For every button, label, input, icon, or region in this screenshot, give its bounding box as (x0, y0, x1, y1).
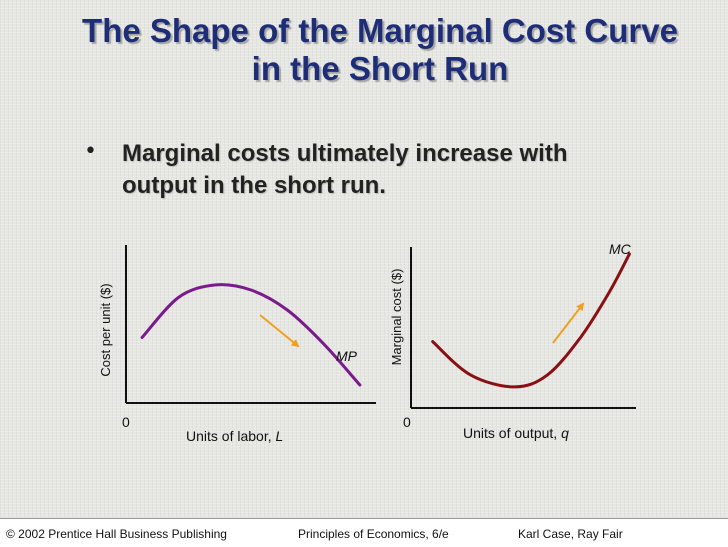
mc-origin-label: 0 (403, 414, 411, 430)
mc-series-label: MC (609, 241, 632, 257)
bullet-text: Marginal costs ultimately increase with … (122, 138, 642, 202)
slide-title: The Shape of the Marginal Cost Curve in … (60, 12, 700, 88)
mp-x-axis-label: Units of labor, L (186, 428, 283, 444)
mp-x-axis-label-var: L (276, 428, 284, 444)
bullet-line-2: output in the short run. (122, 172, 386, 199)
bullet-marker: • (84, 139, 97, 164)
mc-chart: Marginal cost ($) 0 Units of output, q M… (389, 241, 636, 441)
mc-x-axis-label: Units of output, q (463, 425, 569, 441)
mp-series-label: MP (336, 348, 358, 364)
footer-authors: Karl Case, Ray Fair (518, 527, 623, 541)
mc-curve (431, 252, 631, 389)
bullet-line-1: Marginal costs ultimately increase with (122, 140, 568, 167)
mp-x-axis-label-text: Units of labor, (186, 428, 276, 444)
slide-footer: © 2002 Prentice Hall Business Publishing… (0, 518, 728, 547)
mp-y-axis-label: Cost per unit ($) (98, 283, 113, 376)
footer-book-title: Principles of Economics, 6/e (298, 527, 449, 541)
mc-x-axis-label-var: q (561, 425, 569, 441)
mp-chart: Cost per unit ($) 0 Units of labor, L MP (98, 245, 376, 444)
footer-copyright: © 2002 Prentice Hall Business Publishing (6, 527, 227, 541)
mc-direction-arrow (552, 302, 585, 344)
title-line-2: in the Short Run (251, 50, 509, 87)
mp-origin-label: 0 (122, 414, 130, 430)
title-line-1: The Shape of the Marginal Cost Curve (82, 12, 678, 49)
mc-x-axis-label-text: Units of output, (463, 425, 561, 441)
mp-curve (140, 283, 362, 387)
mc-y-axis-label: Marginal cost ($) (389, 269, 404, 366)
mp-direction-arrow (259, 314, 300, 348)
